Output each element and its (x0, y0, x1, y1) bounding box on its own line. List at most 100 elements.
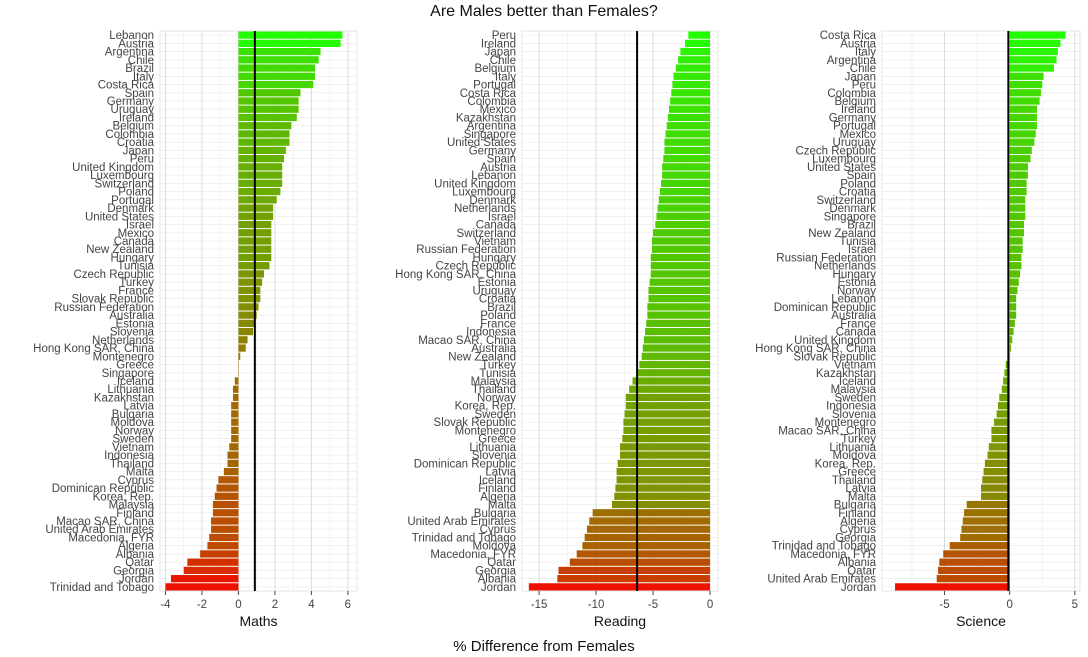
reading-bar-argentina (666, 122, 711, 130)
reading-bar-malta (612, 500, 711, 509)
reading-category-label: Malta (488, 500, 517, 512)
maths-tick-label: -2 (197, 599, 207, 611)
reading-bar-czech-republic (650, 262, 711, 270)
reading-category-label: Czech Republic (435, 261, 516, 273)
maths-plot-area (159, 30, 358, 592)
maths-bar-peru (238, 155, 285, 163)
science-bar-hong-kong-sar-china (1009, 344, 1011, 352)
reading-bar-canada (655, 220, 711, 229)
science-bar-costa-rica (1009, 31, 1066, 39)
science-bar-hungary (1009, 270, 1021, 278)
maths-bar-costa-rica (238, 80, 314, 89)
maths-tick-label: 0 (235, 599, 241, 611)
science-bar-united-states (1009, 163, 1028, 171)
reading-bar-cyprus (586, 525, 711, 533)
reading-axis-title: Reading (594, 613, 646, 629)
reading-bar-united-arab-emirates (589, 517, 711, 525)
science-category-label: Belgium (834, 96, 876, 108)
science-bar-colombia (1009, 89, 1041, 97)
science-bar-macao-sar-china (991, 426, 1010, 435)
reading-bar-austria (662, 163, 711, 171)
science-bar-australia (1009, 311, 1017, 319)
reading-category-label: Chile (490, 55, 516, 67)
maths-category-label: Tunisia (117, 261, 154, 273)
science-category-label: Chile (850, 63, 876, 75)
science-bar-korea-rep (984, 459, 1010, 467)
maths-bar-jordan (170, 575, 239, 583)
reading-bar-macao-sar-china (643, 336, 711, 344)
science-bar-cyprus (961, 525, 1010, 533)
reading-category-label: Qatar (487, 557, 516, 569)
maths-category-label: Moldova (111, 417, 155, 429)
maths-bar-ireland (238, 113, 297, 122)
maths-bar-norway (231, 426, 239, 435)
reading-category-label: Israel (488, 211, 516, 223)
reading-category-label: Russian Federation (416, 244, 516, 256)
science-category-label: Canada (836, 327, 877, 339)
reading-category-label: Macedonia, FYR (430, 549, 516, 561)
science-category-label: Austria (840, 38, 876, 50)
reading-bar-ireland (684, 39, 711, 47)
reading-category-label: Algeria (480, 491, 516, 503)
maths-bar-albania (200, 550, 239, 558)
science-bar-finland (964, 509, 1010, 517)
science-category-label: Germany (829, 112, 877, 124)
reading-category-label: United States (447, 137, 516, 149)
maths-category-label: Turkey (119, 277, 154, 289)
science-bar-malta (981, 492, 1010, 500)
reading-category-label: Finland (478, 483, 516, 495)
maths-bar-moldova (231, 418, 239, 426)
common-x-axis-label: % Difference from Females (453, 638, 635, 655)
reading-bar-peru (688, 31, 711, 39)
science-category-label: Spain (847, 170, 876, 182)
science-category-label: Poland (840, 178, 876, 190)
maths-bar-trinidad-and-tobago (165, 583, 239, 591)
science-bar-israel (1009, 245, 1023, 253)
reading-category-label: Germany (469, 145, 517, 157)
reading-category-label: France (480, 318, 516, 330)
science-bar-singapore (1009, 212, 1026, 220)
maths-bar-lebanon (238, 31, 343, 39)
science-category-label: Costa Rica (820, 30, 877, 42)
maths-bar-belgium (238, 122, 292, 130)
reading-category-label: Croatia (479, 294, 517, 306)
science-category-label: Ireland (841, 104, 876, 116)
science-bar-spain (1009, 171, 1028, 179)
maths-tick-label: 6 (345, 599, 351, 611)
reading-bar-greece (622, 435, 711, 443)
science-category-label: Vietnam (834, 360, 876, 372)
reading-category-label: Brazil (487, 302, 516, 314)
reading-category-label: Switzerland (457, 228, 516, 240)
science-bar-slovenia (996, 410, 1010, 418)
science-tick-label: 0 (1006, 599, 1012, 611)
maths-category-label: Albania (116, 549, 155, 561)
science-category-label: Latvia (845, 483, 876, 495)
science-category-label: Hungary (833, 269, 877, 281)
maths-category-label: Hong Kong SAR, China (33, 343, 154, 355)
reading-category-label: Slovenia (472, 450, 517, 462)
science-bar-ireland (1009, 105, 1038, 113)
maths-bar-japan (238, 146, 286, 155)
science-panel: Costa RicaAustriaItalyArgentinaChileJapa… (755, 30, 1081, 629)
maths-bar-bulgaria (231, 410, 239, 418)
maths-bar-lithuania (232, 385, 239, 393)
science-bar-kazakhstan (1004, 369, 1010, 377)
science-bar-albania (939, 558, 1010, 566)
science-category-label: Moldova (833, 450, 877, 462)
science-category-label: United States (807, 162, 876, 174)
science-bar-mexico (1009, 130, 1036, 138)
reading-bar-united-states (664, 138, 711, 146)
maths-category-label: Spain (125, 88, 154, 100)
science-bar-argentina (1009, 56, 1057, 64)
maths-category-label: Australia (109, 310, 154, 322)
reading-category-label: Moldova (473, 541, 517, 553)
science-category-label: Montenegro (815, 417, 876, 429)
science-bar-moldova (987, 451, 1010, 459)
maths-category-label: Mexico (118, 228, 154, 240)
reading-category-label: Iceland (479, 475, 516, 487)
maths-bar-dominican-republic (216, 484, 239, 492)
reading-bar-kazakhstan (667, 113, 711, 122)
maths-bar-kazakhstan (232, 393, 239, 402)
science-category-label: New Zealand (808, 228, 876, 240)
maths-category-label: Malaysia (109, 500, 155, 512)
